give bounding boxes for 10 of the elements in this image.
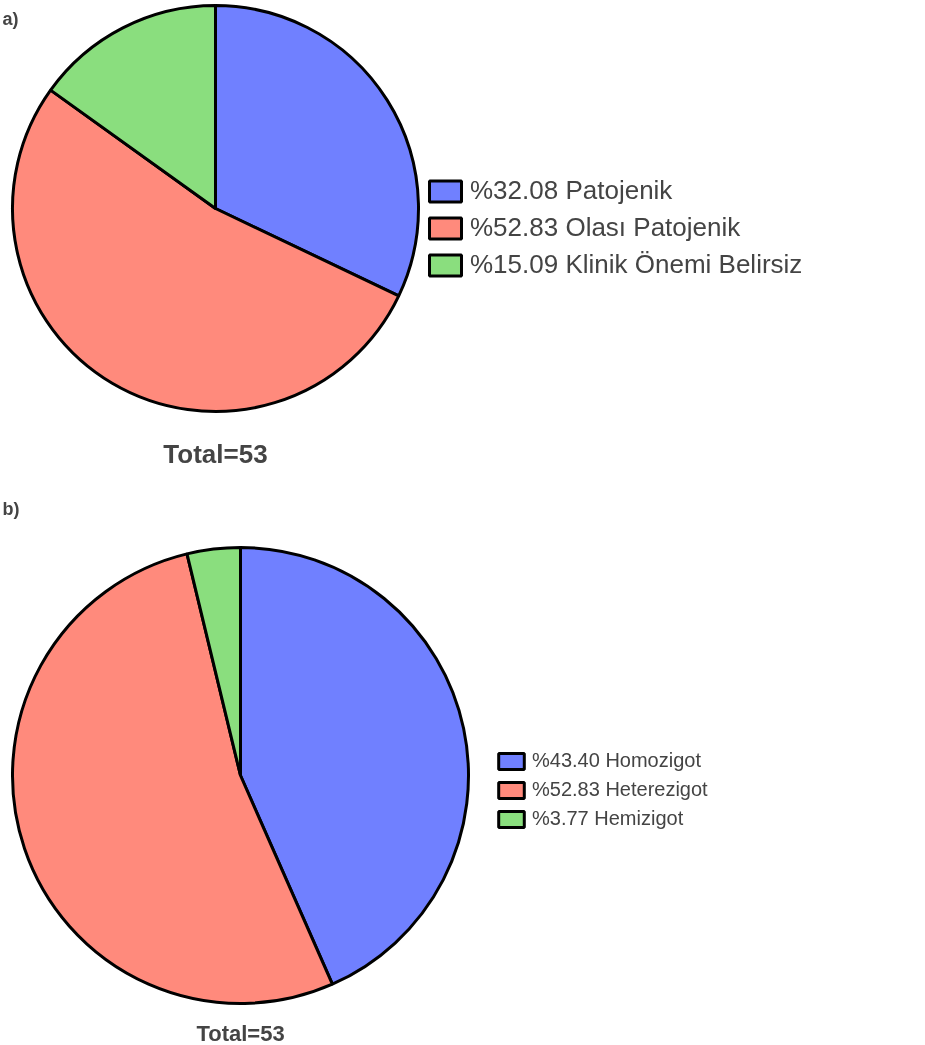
text: Total=53 [196,1020,285,1045]
legend-label: %32.08 Patojenik [470,175,673,206]
legend-label: %52.83 Heterezigot [532,778,708,801]
chart-title: b) [2,498,20,519]
legend-label: %43.40 Homozigot [532,749,701,772]
text: Total=53 [163,438,268,469]
chart-title: a) [2,8,19,29]
legend-label: %52.83 Olası Patojenik [470,212,741,243]
legend-label: %3.77 Hemizigot [532,807,684,830]
legend-label: %15.09 Klinik Önemi Belirsiz [470,249,803,280]
